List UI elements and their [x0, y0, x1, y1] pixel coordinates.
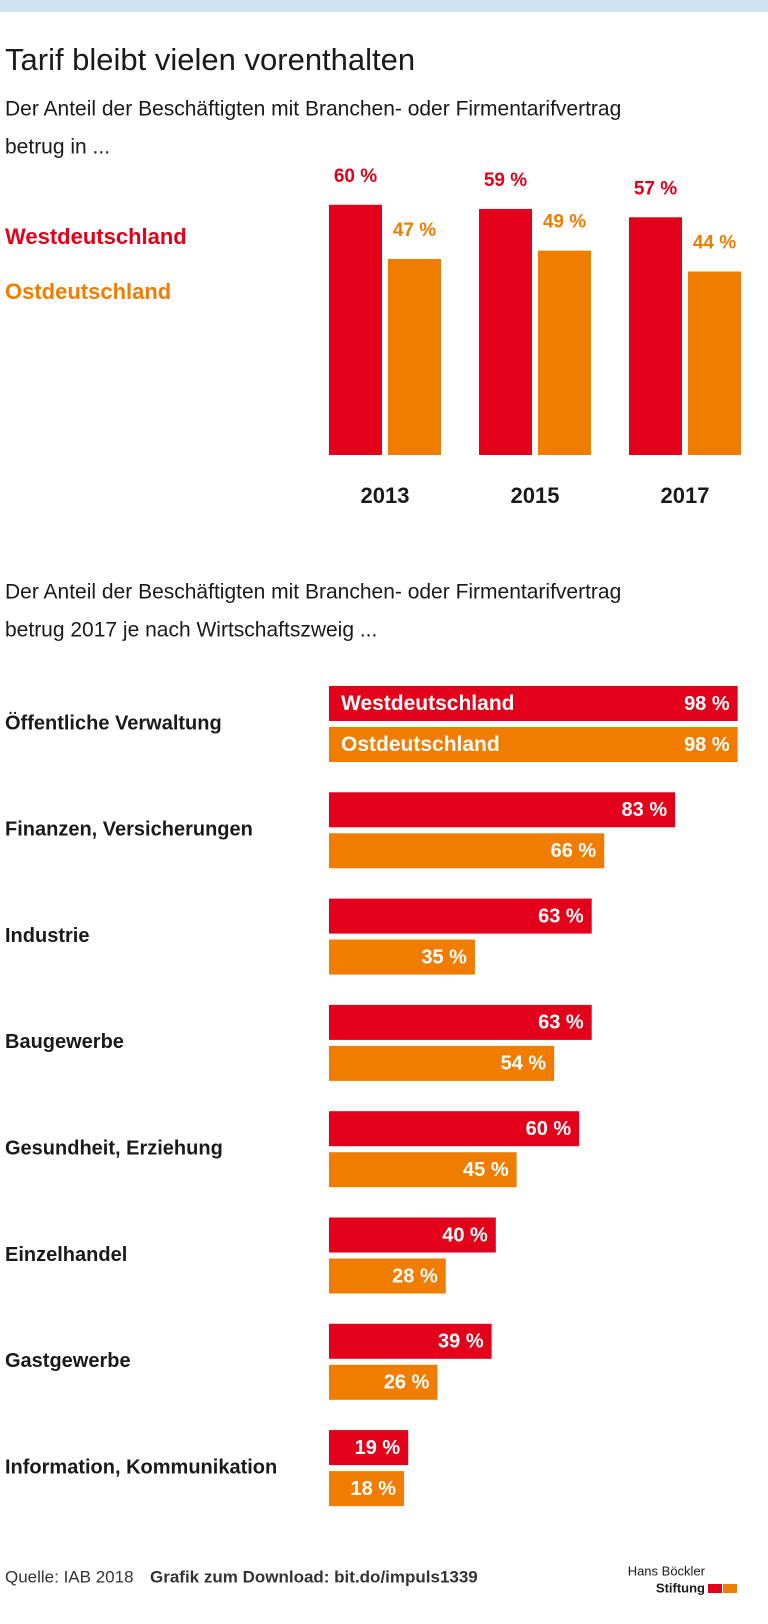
bar [629, 217, 682, 455]
bar [329, 727, 738, 762]
value-label: 45 % [463, 1159, 509, 1181]
value-label: 47 % [393, 220, 436, 241]
category-label: Gastgewerbe [5, 1350, 131, 1372]
category-label: Finanzen, Versicherungen [5, 819, 253, 841]
category-label: Öffentliche Verwaltung [5, 711, 222, 734]
category-label: Industrie [5, 925, 89, 947]
value-label: 98 % [684, 734, 730, 756]
value-label: 83 % [622, 799, 668, 821]
value-label: 63 % [538, 1012, 584, 1034]
bar [329, 1364, 438, 1400]
bar [329, 204, 382, 455]
value-label: 26 % [384, 1372, 430, 1394]
value-label: 60 % [526, 1118, 572, 1140]
bar [329, 833, 605, 869]
bar [329, 1258, 446, 1294]
bar [329, 792, 676, 828]
value-label: 60 % [334, 166, 377, 187]
bar [688, 271, 741, 455]
value-label: 19 % [355, 1437, 401, 1459]
bar [329, 1430, 409, 1466]
logo-mark [708, 1584, 722, 1593]
source: Quelle: IAB 2018 [5, 1567, 134, 1586]
value-label: 63 % [538, 905, 584, 927]
bar [329, 1471, 405, 1507]
legend-label: Westdeutschland [341, 692, 514, 715]
bar [388, 259, 441, 455]
bar [329, 1217, 496, 1253]
bar [479, 208, 532, 455]
category-label: Baugewerbe [5, 1031, 124, 1053]
bar [329, 939, 475, 975]
subtitle: betrug in ... [5, 136, 110, 159]
bar [329, 1152, 517, 1188]
x-tick-label: 2017 [661, 483, 710, 508]
bar [329, 686, 738, 721]
value-label: 54 % [501, 1053, 547, 1075]
chart-title: Tarif bleibt vielen vorenthalten [5, 42, 415, 77]
category-label: Einzelhandel [5, 1244, 127, 1266]
value-label: 28 % [392, 1265, 438, 1287]
logo-text: Stiftung [656, 1580, 705, 1595]
category-label: Information, Kommunikation [5, 1456, 277, 1478]
top-band [0, 0, 768, 12]
legend-label: Ostdeutschland [341, 733, 500, 756]
bar [329, 1004, 592, 1040]
value-label: 98 % [684, 693, 730, 715]
value-label: 57 % [634, 178, 677, 199]
value-label: 35 % [421, 946, 467, 968]
bar [329, 1045, 555, 1081]
value-label: 39 % [438, 1331, 484, 1353]
value-label: 49 % [543, 212, 586, 233]
subtitle: betrug 2017 je nach Wirtschaftszweig ... [5, 619, 377, 642]
legend-label: Westdeutschland [5, 224, 187, 249]
logo-mark [723, 1584, 737, 1593]
download-link: Grafik zum Download: bit.do/impuls1339 [150, 1567, 478, 1586]
x-tick-label: 2013 [361, 483, 410, 508]
bar [329, 1111, 580, 1147]
value-label: 66 % [551, 840, 597, 862]
bar [329, 1323, 492, 1359]
logo-text: Hans Böckler [628, 1563, 706, 1578]
legend-label: Ostdeutschland [5, 279, 171, 304]
subtitle: Der Anteil der Beschäftigten mit Branche… [5, 98, 621, 121]
value-label: 40 % [442, 1224, 488, 1246]
subtitle: Der Anteil der Beschäftigten mit Branche… [5, 581, 621, 604]
value-label: 59 % [484, 170, 527, 191]
x-tick-label: 2015 [511, 483, 560, 508]
value-label: 18 % [350, 1478, 396, 1500]
bar [538, 250, 591, 455]
category-label: Gesundheit, Erziehung [5, 1137, 223, 1159]
bar [329, 898, 592, 934]
value-label: 44 % [693, 233, 736, 254]
